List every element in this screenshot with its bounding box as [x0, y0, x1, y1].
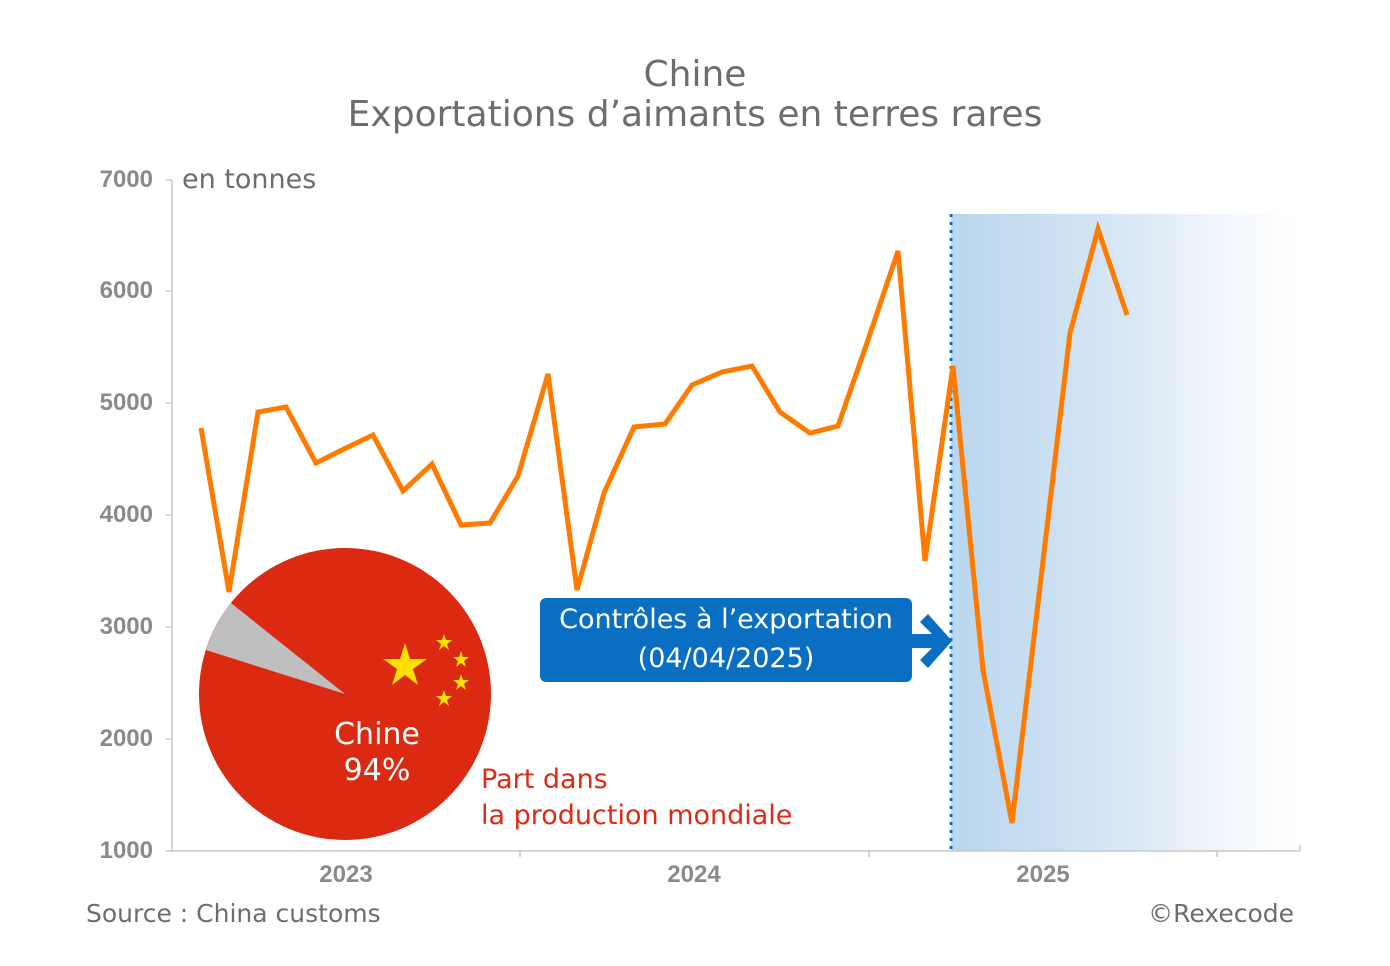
- y-tick-4000: 4000: [99, 501, 153, 528]
- x-tick-2024: 2024: [667, 861, 721, 888]
- export-controls-callout: Contrôles à l’exportation (04/04/2025): [540, 598, 912, 682]
- y-tick-3000: 3000: [99, 613, 153, 640]
- source-note: Source : China customs: [86, 899, 381, 928]
- pie-caption: Part dans la production mondiale: [481, 762, 792, 834]
- export-control-shaded-region: [951, 214, 1299, 851]
- callout-text-line1: Contrôles à l’exportation: [559, 604, 893, 635]
- world-share-pie: [199, 548, 491, 840]
- y-axis-unit-label: en tonnes: [182, 164, 317, 195]
- x-tick-2025: 2025: [1016, 861, 1070, 888]
- copyright-note: ©Rexecode: [1148, 899, 1294, 928]
- chart-title-line2: Exportations d’aimants en terres rares: [347, 94, 1043, 135]
- pie-caption-line2: la production mondiale: [481, 800, 793, 831]
- y-axis: [166, 179, 173, 852]
- exports-series-line: [198, 220, 1130, 824]
- chart-title-line1: Chine: [643, 54, 747, 95]
- y-tick-1000: 1000: [99, 837, 153, 864]
- pie-caption-line1: Part dans: [481, 764, 608, 795]
- y-tick-7000: 7000: [99, 166, 153, 193]
- callout-text-line2: (04/04/2025): [637, 643, 815, 674]
- callout-arrow-icon: [908, 614, 952, 668]
- y-tick-2000: 2000: [99, 725, 153, 752]
- pie-label-country: Chine: [334, 717, 420, 752]
- china-flag-stars-icon: [383, 634, 469, 706]
- x-tick-2023: 2023: [319, 861, 373, 888]
- pie-slice-rest: [206, 603, 345, 694]
- y-tick-6000: 6000: [99, 277, 153, 304]
- x-axis: [172, 845, 1301, 857]
- y-tick-5000: 5000: [99, 389, 153, 416]
- pie-label-percent: 94%: [343, 753, 411, 788]
